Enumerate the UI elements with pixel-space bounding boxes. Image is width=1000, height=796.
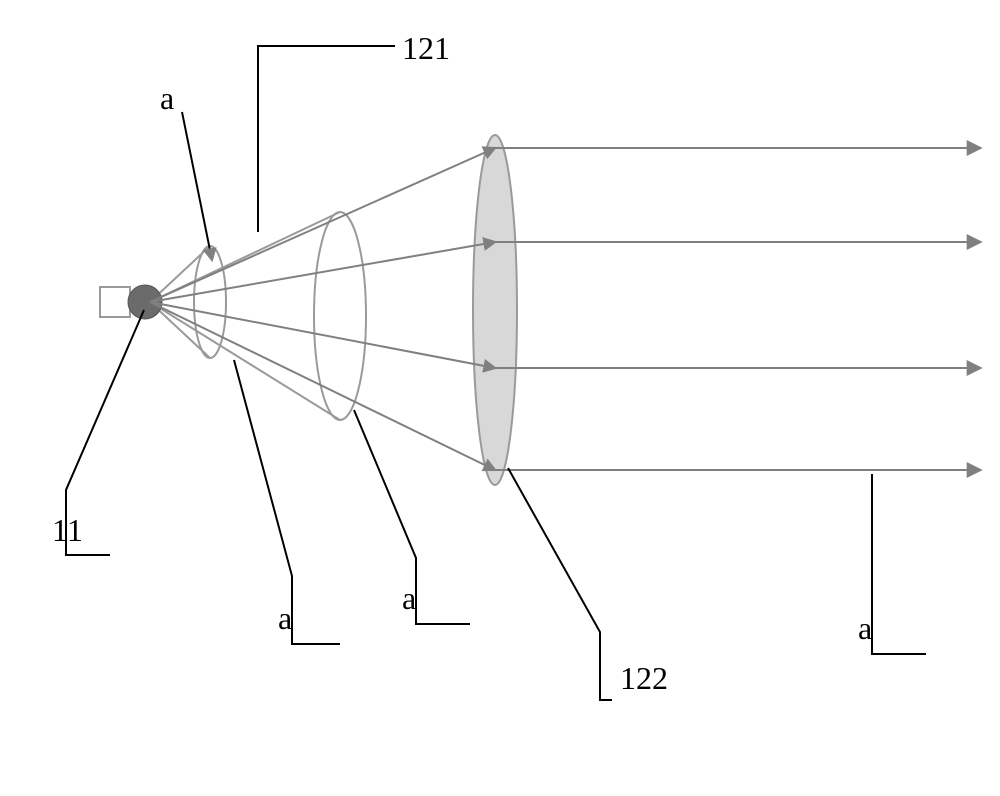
label-a-mid1: a: [278, 600, 292, 637]
label-11: 11: [52, 512, 83, 549]
optical-diagram-svg: [0, 0, 1000, 796]
label-a-right: a: [858, 610, 872, 647]
label-121: 121: [402, 30, 450, 67]
cone-ring-large: [314, 212, 366, 420]
label-a-top: a: [160, 80, 174, 117]
source-point: [128, 285, 162, 319]
source-base: [100, 287, 130, 317]
ray4-diverge: [150, 302, 495, 470]
leader-a-right: [872, 474, 926, 654]
label-122: 122: [620, 660, 668, 697]
leader-121: [258, 46, 395, 232]
ray2-diverge: [150, 242, 495, 302]
leader-a-top: [182, 112, 212, 260]
label-a-mid2: a: [402, 580, 416, 617]
ray1-diverge: [150, 148, 495, 302]
leader-122: [508, 468, 612, 700]
lens: [473, 135, 517, 485]
cone-ring-small: [194, 246, 226, 358]
